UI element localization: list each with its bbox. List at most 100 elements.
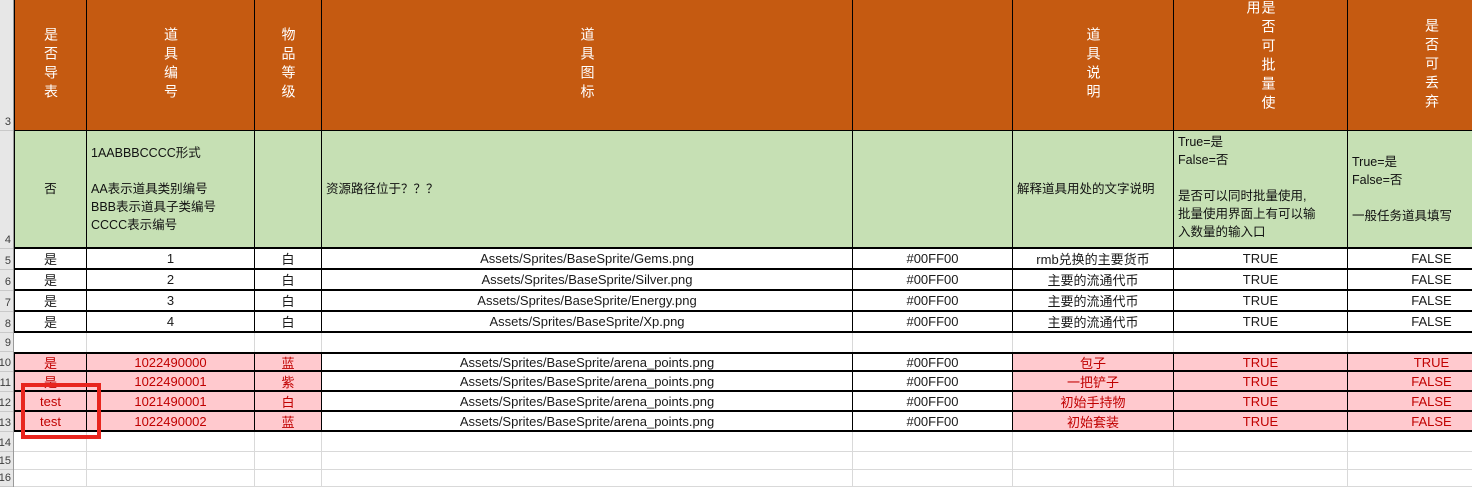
cell-E13[interactable]: #00FF00 bbox=[853, 412, 1013, 432]
cell-G3[interactable]: 是否可批量使用 bbox=[1174, 0, 1348, 131]
row-header-11[interactable]: 11 bbox=[0, 372, 13, 392]
cell-B9[interactable] bbox=[87, 333, 255, 352]
cell-D12[interactable]: Assets/Sprites/BaseSprite/arena_points.p… bbox=[322, 392, 853, 412]
cell-F9[interactable] bbox=[1013, 333, 1174, 352]
cell-C8[interactable]: 白 bbox=[255, 312, 322, 333]
cell-C10[interactable]: 蓝 bbox=[255, 352, 322, 372]
cell-C16[interactable] bbox=[255, 470, 322, 487]
cell-H6[interactable]: FALSE bbox=[1348, 270, 1472, 291]
cell-A8[interactable]: 是 bbox=[14, 312, 87, 333]
cell-E9[interactable] bbox=[853, 333, 1013, 352]
cell-F7[interactable]: 主要的流通代币 bbox=[1013, 291, 1174, 312]
cell-G7[interactable]: TRUE bbox=[1174, 291, 1348, 312]
cell-D13[interactable]: Assets/Sprites/BaseSprite/arena_points.p… bbox=[322, 412, 853, 432]
cell-E16[interactable] bbox=[853, 470, 1013, 487]
row-header-12[interactable]: 12 bbox=[0, 392, 13, 412]
cell-A5[interactable]: 是 bbox=[14, 249, 87, 270]
cell-A10[interactable]: 是 bbox=[14, 352, 87, 372]
row-header-7[interactable]: 7 bbox=[0, 291, 13, 312]
row-header-15[interactable]: 15 bbox=[0, 452, 13, 470]
row-header-14[interactable]: 14 bbox=[0, 432, 13, 452]
cell-E5[interactable]: #00FF00 bbox=[853, 249, 1013, 270]
cell-E10[interactable]: #00FF00 bbox=[853, 352, 1013, 372]
cell-C13[interactable]: 蓝 bbox=[255, 412, 322, 432]
cell-D14[interactable] bbox=[322, 432, 853, 452]
cell-E12[interactable]: #00FF00 bbox=[853, 392, 1013, 412]
cell-B8[interactable]: 4 bbox=[87, 312, 255, 333]
cell-G4[interactable]: True=是 False=否 是否可以同时批量使用, 批量使用界面上有可以输 入… bbox=[1174, 131, 1348, 249]
cell-A9[interactable] bbox=[14, 333, 87, 352]
row-header-8[interactable]: 8 bbox=[0, 312, 13, 333]
cell-H16[interactable] bbox=[1348, 470, 1472, 487]
cell-G12[interactable]: TRUE bbox=[1174, 392, 1348, 412]
cell-A16[interactable] bbox=[14, 470, 87, 487]
cell-G14[interactable] bbox=[1174, 432, 1348, 452]
cell-F12[interactable]: 初始手持物 bbox=[1013, 392, 1174, 412]
cell-D6[interactable]: Assets/Sprites/BaseSprite/Silver.png bbox=[322, 270, 853, 291]
cell-G9[interactable] bbox=[1174, 333, 1348, 352]
cell-H14[interactable] bbox=[1348, 432, 1472, 452]
cell-B4[interactable]: 1AABBBCCCC形式 AA表示道具类别编号 BBB表示道具子类编号 CCCC… bbox=[87, 131, 255, 249]
cell-B10[interactable]: 1022490000 bbox=[87, 352, 255, 372]
cell-A13[interactable]: test bbox=[14, 412, 87, 432]
cell-D8[interactable]: Assets/Sprites/BaseSprite/Xp.png bbox=[322, 312, 853, 333]
cell-A15[interactable] bbox=[14, 452, 87, 470]
cell-C9[interactable] bbox=[255, 333, 322, 352]
row-header-5[interactable]: 5 bbox=[0, 249, 13, 270]
cell-G15[interactable] bbox=[1174, 452, 1348, 470]
cell-H4[interactable]: True=是 False=否 一般任务道具填写 bbox=[1348, 131, 1472, 249]
cell-B14[interactable] bbox=[87, 432, 255, 452]
cell-H11[interactable]: FALSE bbox=[1348, 372, 1472, 392]
cell-H12[interactable]: FALSE bbox=[1348, 392, 1472, 412]
cell-C15[interactable] bbox=[255, 452, 322, 470]
cell-F15[interactable] bbox=[1013, 452, 1174, 470]
cell-C5[interactable]: 白 bbox=[255, 249, 322, 270]
cell-B15[interactable] bbox=[87, 452, 255, 470]
cell-F6[interactable]: 主要的流通代币 bbox=[1013, 270, 1174, 291]
cell-C7[interactable]: 白 bbox=[255, 291, 322, 312]
cell-D15[interactable] bbox=[322, 452, 853, 470]
cell-A11[interactable]: 是 bbox=[14, 372, 87, 392]
cell-D4[interactable]: 资源路径位于？？？ bbox=[322, 131, 853, 249]
cell-B12[interactable]: 1021490001 bbox=[87, 392, 255, 412]
cell-C4[interactable] bbox=[255, 131, 322, 249]
row-header-9[interactable]: 9 bbox=[0, 333, 13, 352]
cell-B13[interactable]: 1022490002 bbox=[87, 412, 255, 432]
row-header-10[interactable]: 10 bbox=[0, 352, 13, 372]
cell-B3[interactable]: 道具编号 bbox=[87, 0, 255, 131]
cell-E4[interactable] bbox=[853, 131, 1013, 249]
cell-B5[interactable]: 1 bbox=[87, 249, 255, 270]
cell-G10[interactable]: TRUE bbox=[1174, 352, 1348, 372]
cell-G16[interactable] bbox=[1174, 470, 1348, 487]
cell-H9[interactable] bbox=[1348, 333, 1472, 352]
cell-A6[interactable]: 是 bbox=[14, 270, 87, 291]
cell-G13[interactable]: TRUE bbox=[1174, 412, 1348, 432]
cell-C6[interactable]: 白 bbox=[255, 270, 322, 291]
cell-H15[interactable] bbox=[1348, 452, 1472, 470]
cell-D16[interactable] bbox=[322, 470, 853, 487]
cell-D3[interactable]: 道具图标 bbox=[322, 0, 853, 131]
cell-F3[interactable]: 道具说明 bbox=[1013, 0, 1174, 131]
cell-H8[interactable]: FALSE bbox=[1348, 312, 1472, 333]
cell-E11[interactable]: #00FF00 bbox=[853, 372, 1013, 392]
cell-E8[interactable]: #00FF00 bbox=[853, 312, 1013, 333]
cell-D7[interactable]: Assets/Sprites/BaseSprite/Energy.png bbox=[322, 291, 853, 312]
cell-H10[interactable]: TRUE bbox=[1348, 352, 1472, 372]
cell-B6[interactable]: 2 bbox=[87, 270, 255, 291]
cell-E14[interactable] bbox=[853, 432, 1013, 452]
cell-E15[interactable] bbox=[853, 452, 1013, 470]
cell-F10[interactable]: 包子 bbox=[1013, 352, 1174, 372]
row-header-4[interactable]: 4 bbox=[0, 131, 13, 249]
cell-F5[interactable]: rmb兑换的主要货币 bbox=[1013, 249, 1174, 270]
row-header-16[interactable]: 16 bbox=[0, 470, 13, 487]
cell-D5[interactable]: Assets/Sprites/BaseSprite/Gems.png bbox=[322, 249, 853, 270]
cell-H3[interactable]: 是否可丢弃 bbox=[1348, 0, 1472, 131]
cell-A12[interactable]: test bbox=[14, 392, 87, 412]
cell-F14[interactable] bbox=[1013, 432, 1174, 452]
cell-C11[interactable]: 紫 bbox=[255, 372, 322, 392]
cell-D10[interactable]: Assets/Sprites/BaseSprite/arena_points.p… bbox=[322, 352, 853, 372]
cell-F4[interactable]: 解释道具用处的文字说明 bbox=[1013, 131, 1174, 249]
cell-A14[interactable] bbox=[14, 432, 87, 452]
cell-C14[interactable] bbox=[255, 432, 322, 452]
cell-D11[interactable]: Assets/Sprites/BaseSprite/arena_points.p… bbox=[322, 372, 853, 392]
